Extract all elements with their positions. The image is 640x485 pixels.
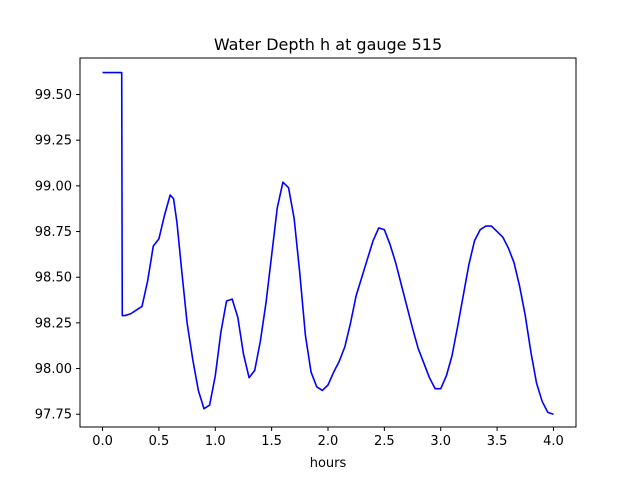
x-axis: 0.0 0.5 1.0 1.5 2.0 2.5 3.0 3.5 4.0: [92, 427, 564, 449]
plot-frame: [79, 57, 577, 428]
x-tick-label: 2.5: [374, 434, 395, 449]
y-tick-label: 99.25: [35, 134, 72, 149]
y-tick-label: 99.00: [35, 179, 72, 194]
y-tick-label: 98.25: [35, 316, 72, 331]
x-tick-label: 3.5: [487, 434, 508, 449]
x-tick-label: 0.0: [92, 434, 113, 449]
chart-title: Water Depth h at gauge 515: [214, 35, 442, 54]
x-tick-label: 2.0: [318, 434, 339, 449]
plot-area: [102, 71, 554, 415]
x-tick-label: 1.5: [261, 434, 282, 449]
y-tick-label: 98.00: [35, 362, 72, 377]
y-axis: 97.75 98.00 98.25 98.50 98.75 99.00 99.25 99.50: [35, 88, 80, 423]
x-tick-label: 4.0: [543, 434, 564, 449]
y-tick-label: 98.75: [35, 225, 72, 240]
x-axis-label: hours: [310, 456, 347, 471]
y-tick-label: 99.50: [35, 88, 72, 103]
series-line-0: [102, 71, 554, 415]
x-tick-label: 0.5: [149, 434, 170, 449]
x-tick-label: 3.0: [430, 434, 451, 449]
x-tick-label: 1.0: [205, 434, 226, 449]
y-tick-label: 97.75: [35, 408, 72, 423]
y-tick-label: 98.50: [35, 271, 72, 286]
